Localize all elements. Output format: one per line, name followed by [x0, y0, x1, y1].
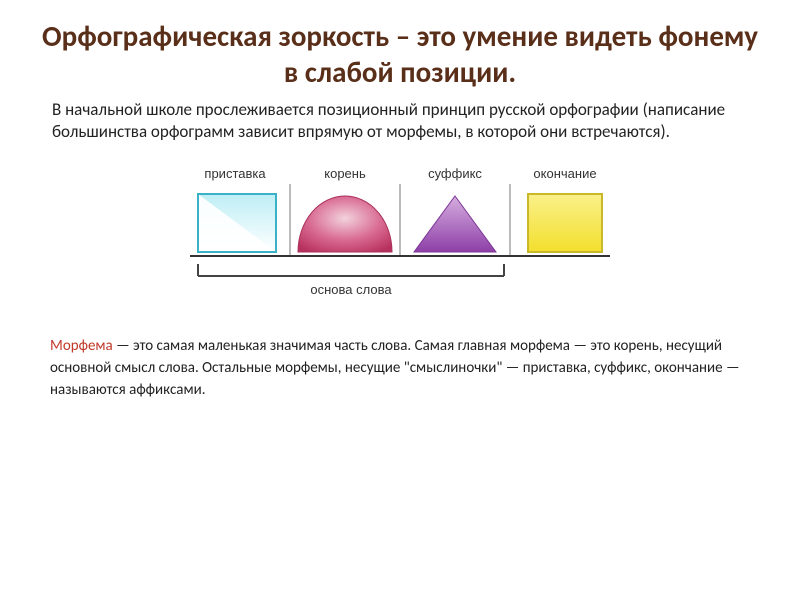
morpheme-diagram: приставка корень суффикс окончание — [42, 156, 758, 306]
label-prefix: приставка — [204, 166, 266, 181]
label-base: основа слова — [310, 282, 392, 297]
label-root: корень — [324, 166, 366, 181]
diagram-svg: приставка корень суффикс окончание — [180, 156, 620, 306]
page-title: Орфографическая зоркость – это умение ви… — [42, 18, 758, 91]
definition-term: Морфема — [50, 337, 113, 355]
shape-suffix — [414, 196, 496, 252]
label-suffix: суффикс — [428, 166, 482, 181]
base-bracket — [198, 264, 504, 276]
definition-paragraph: Морфема — это самая маленькая значимая ч… — [50, 336, 750, 401]
shape-root — [298, 196, 392, 252]
label-ending: окончание — [533, 166, 596, 181]
slide: Орфографическая зоркость – это умение ви… — [0, 0, 800, 600]
definition-text: — это самая маленькая значимая часть сло… — [50, 337, 740, 399]
shape-ending — [528, 194, 602, 252]
subtitle-text: В начальной школе прослеживается позицио… — [52, 99, 752, 145]
shape-prefix — [198, 194, 276, 252]
